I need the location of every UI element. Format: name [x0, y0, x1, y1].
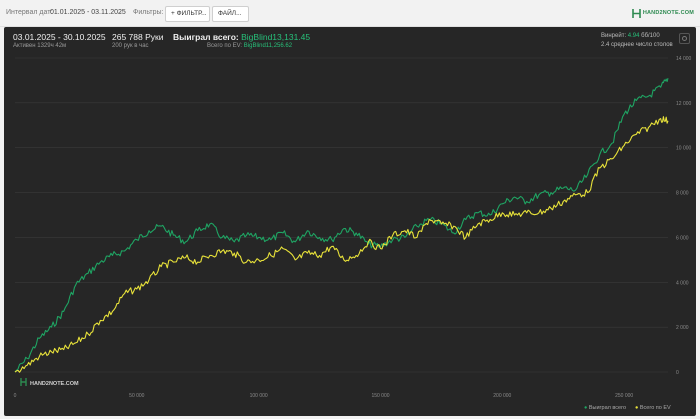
toolbar: Интервал дат: 01.01.2025 - 03.11.2025 ⌄ … [0, 0, 700, 27]
chart-watermark: HAND2NOTE.COM [20, 378, 79, 387]
graph-panel [4, 27, 696, 416]
hands-rate-stat: 200 рук в час [112, 43, 149, 49]
interval-label: Интервал дат: [6, 9, 53, 16]
x-tick-label: 0 [14, 393, 17, 399]
settings-gear-icon[interactable] [679, 33, 690, 44]
y-tick-label: 6 000 [676, 235, 689, 241]
won-total-label: Выиграл всего: [173, 32, 242, 42]
y-tick-label: 0 [676, 370, 679, 376]
winrate-unit: бб/100 [639, 33, 660, 39]
filter-button[interactable]: + ФИЛЬТР... [165, 6, 210, 22]
ev-total-stat: Всего по EV: BigBlind11,256.62 [207, 43, 292, 49]
legend-won-marker: ● [584, 405, 588, 411]
legend-won-label: Выиграл всего [588, 405, 627, 411]
file-button-label: ФАЙЛ... [218, 10, 242, 17]
tables-stat: 2.4 среднее число столов [601, 42, 673, 48]
filter-button-label: ФИЛЬТР... [176, 10, 207, 17]
y-tick-label: 10 000 [676, 146, 692, 152]
logo: HAND2NOTE.COM [632, 7, 694, 19]
y-tick-label: 4 000 [676, 280, 689, 286]
hands-stat: 265 788 Руки [112, 32, 164, 42]
ev-total-value: BigBlind11,256.62 [243, 43, 293, 49]
x-tick-label: 50 000 [129, 393, 145, 399]
y-tick-label: 2 000 [676, 325, 689, 331]
date-range-select[interactable]: 01.01.2025 - 03.11.2025 [50, 9, 126, 16]
active-time-stat: Активен 1329ч 42м [13, 43, 67, 49]
winrate-label: Винрейт: [601, 33, 628, 39]
filters-label: Фильтры: [133, 9, 164, 16]
date-range-stat: 03.01.2025 - 30.10.2025 [13, 32, 106, 42]
legend-ev: ● Всего по EV [635, 405, 671, 411]
y-tick-label: 14 000 [676, 56, 692, 62]
file-button[interactable]: ФАЙЛ... [212, 6, 249, 22]
legend-ev-marker: ● [635, 405, 639, 411]
hand2note-logo-icon [632, 8, 641, 18]
logo-text: HAND2NOTE.COM [642, 10, 694, 16]
won-total-stat: Выиграл всего: BigBlind13,131.45 [173, 32, 310, 42]
x-tick-label: 100 000 [250, 393, 268, 399]
x-tick-label: 250 000 [615, 393, 633, 399]
watermark-logo-icon [20, 378, 27, 386]
series-line-won [14, 78, 669, 373]
x-tick-label: 200 000 [493, 393, 511, 399]
y-tick-label: 8 000 [676, 191, 689, 197]
winrate-stat: Винрейт: 4.94 бб/100 [601, 33, 660, 39]
chevron-down-icon[interactable]: ⌄ [117, 9, 123, 16]
series-line-ev [14, 116, 669, 373]
legend-ev-label: Всего по EV [639, 405, 671, 411]
x-tick-label: 150 000 [371, 393, 389, 399]
y-tick-label: 12 000 [676, 101, 692, 107]
plus-icon: + [171, 10, 175, 17]
ev-total-label: Всего по EV: [207, 43, 244, 49]
watermark-text: HAND2NOTE.COM [30, 381, 79, 387]
won-total-value: BigBlind13,131.45 [241, 32, 311, 42]
legend-won: ● Выиграл всего [584, 405, 626, 411]
winrate-value: 4.94 [627, 33, 640, 39]
